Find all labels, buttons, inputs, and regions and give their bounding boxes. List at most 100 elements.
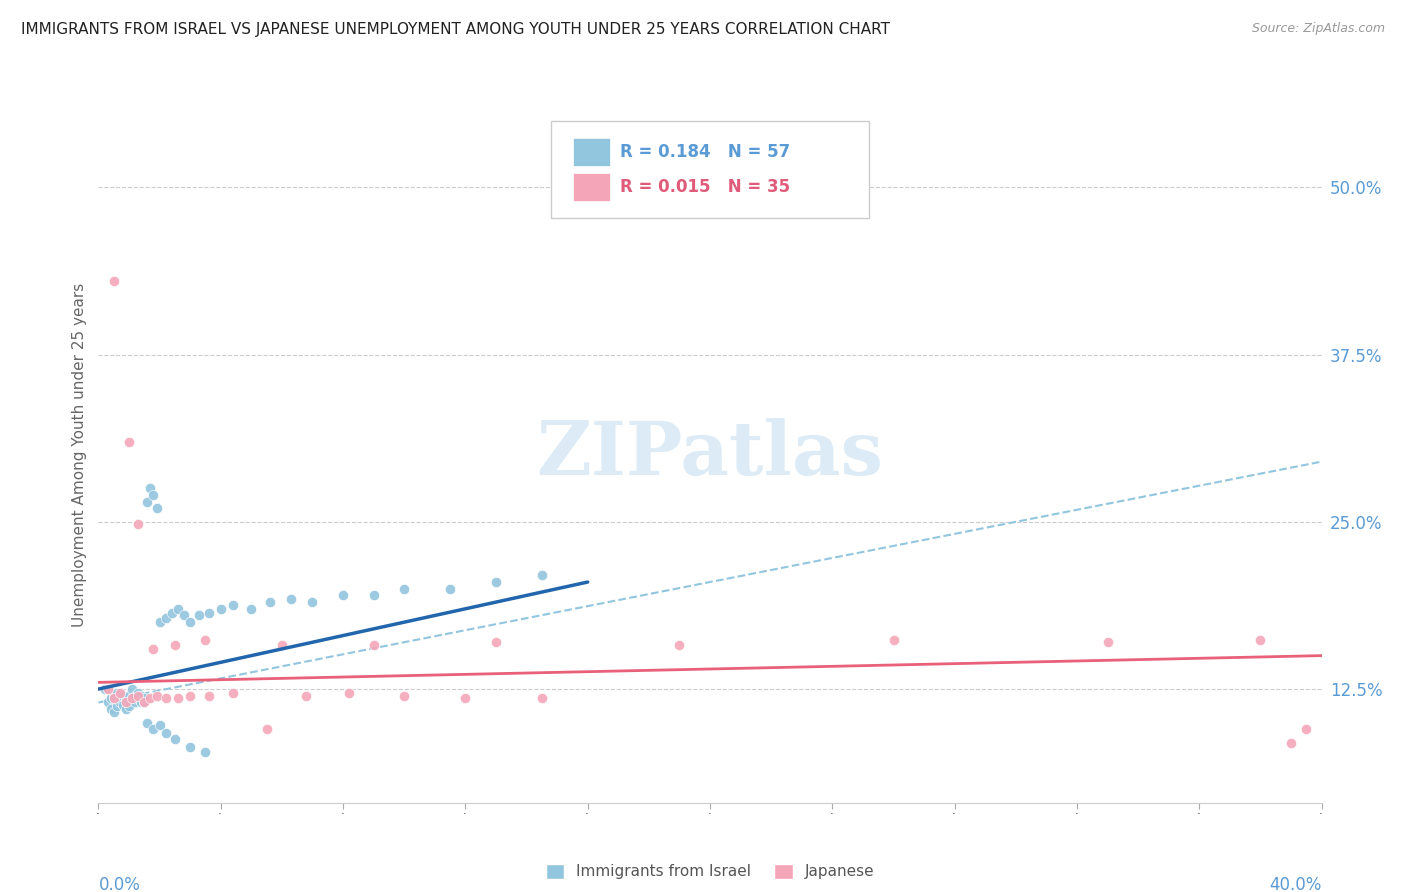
Point: [97, 696, 120, 710]
Point: [105, 699, 128, 714]
Point: [197, 689, 219, 703]
Point: [222, 686, 245, 700]
Point: [124, 696, 146, 710]
Point: [105, 686, 128, 700]
Point: [256, 723, 278, 737]
Text: IMMIGRANTS FROM ISRAEL VS JAPANESE UNEMPLOYMENT AMONG YOUTH UNDER 25 YEARS CORRE: IMMIGRANTS FROM ISRAEL VS JAPANESE UNEMP…: [21, 22, 890, 37]
Point: [485, 575, 508, 590]
Point: [179, 739, 201, 754]
Point: [1097, 635, 1119, 649]
Point: [142, 723, 165, 737]
Point: [1249, 632, 1271, 647]
Point: [270, 638, 292, 652]
FancyBboxPatch shape: [551, 121, 869, 219]
Point: [1279, 735, 1302, 749]
Point: [103, 274, 125, 288]
Point: [280, 592, 302, 607]
Point: [454, 691, 477, 706]
Point: [129, 689, 152, 703]
Point: [530, 568, 553, 582]
Point: [209, 602, 232, 616]
Point: [179, 689, 201, 703]
Point: [127, 517, 149, 532]
Point: [173, 608, 195, 623]
Point: [337, 686, 360, 700]
Point: [301, 595, 323, 609]
Point: [145, 689, 167, 703]
Point: [115, 702, 138, 716]
Point: [142, 488, 165, 502]
Point: [124, 689, 146, 703]
Point: [108, 691, 131, 706]
Point: [100, 702, 122, 716]
Text: R = 0.015   N = 35: R = 0.015 N = 35: [620, 178, 790, 196]
Point: [97, 681, 120, 696]
Point: [1295, 723, 1317, 737]
Point: [883, 632, 905, 647]
Point: [194, 632, 217, 647]
Point: [194, 745, 217, 759]
Point: [163, 731, 186, 746]
Text: R = 0.184   N = 57: R = 0.184 N = 57: [620, 144, 790, 161]
Point: [668, 638, 690, 652]
Point: [108, 686, 131, 700]
Point: [129, 696, 152, 710]
Text: ZIPatlas: ZIPatlas: [537, 418, 883, 491]
Point: [93, 681, 115, 696]
Point: [439, 582, 461, 596]
Point: [197, 606, 219, 620]
Legend: Immigrants from Israel, Japanese: Immigrants from Israel, Japanese: [540, 857, 880, 886]
Point: [121, 691, 143, 706]
Point: [163, 638, 186, 652]
Point: [103, 689, 125, 703]
Point: [118, 689, 141, 703]
Point: [139, 482, 162, 496]
Point: [155, 691, 177, 706]
Point: [115, 691, 138, 706]
Point: [149, 615, 172, 630]
Point: [295, 689, 318, 703]
Point: [127, 686, 149, 700]
Point: [136, 715, 159, 730]
Point: [103, 691, 125, 706]
Bar: [574, 173, 610, 201]
Point: [240, 602, 263, 616]
Point: [179, 615, 201, 630]
Point: [149, 718, 172, 732]
Point: [134, 696, 156, 710]
Text: Source: ZipAtlas.com: Source: ZipAtlas.com: [1251, 22, 1385, 36]
Bar: [574, 138, 610, 166]
Point: [136, 494, 159, 508]
Point: [485, 635, 508, 649]
Point: [155, 726, 177, 740]
Point: [332, 589, 354, 603]
Point: [222, 598, 245, 612]
Point: [188, 608, 211, 623]
Point: [115, 696, 138, 710]
Point: [121, 691, 143, 706]
Point: [363, 589, 385, 603]
Point: [111, 698, 134, 712]
Point: [118, 434, 141, 449]
Y-axis label: Unemployment Among Youth under 25 years: Unemployment Among Youth under 25 years: [72, 283, 87, 627]
Point: [134, 696, 156, 710]
Point: [127, 689, 149, 703]
Point: [121, 681, 143, 696]
Point: [111, 689, 134, 703]
Point: [160, 606, 183, 620]
Text: 0.0%: 0.0%: [98, 876, 141, 892]
Point: [392, 689, 416, 703]
Point: [127, 691, 149, 706]
Point: [100, 691, 122, 706]
Point: [103, 705, 125, 719]
Point: [142, 642, 165, 657]
Point: [167, 602, 190, 616]
Point: [259, 595, 281, 609]
Point: [155, 611, 177, 625]
Point: [530, 691, 553, 706]
Point: [167, 691, 190, 706]
Point: [145, 501, 167, 516]
Point: [118, 699, 141, 714]
Point: [134, 691, 156, 706]
Point: [139, 691, 162, 706]
